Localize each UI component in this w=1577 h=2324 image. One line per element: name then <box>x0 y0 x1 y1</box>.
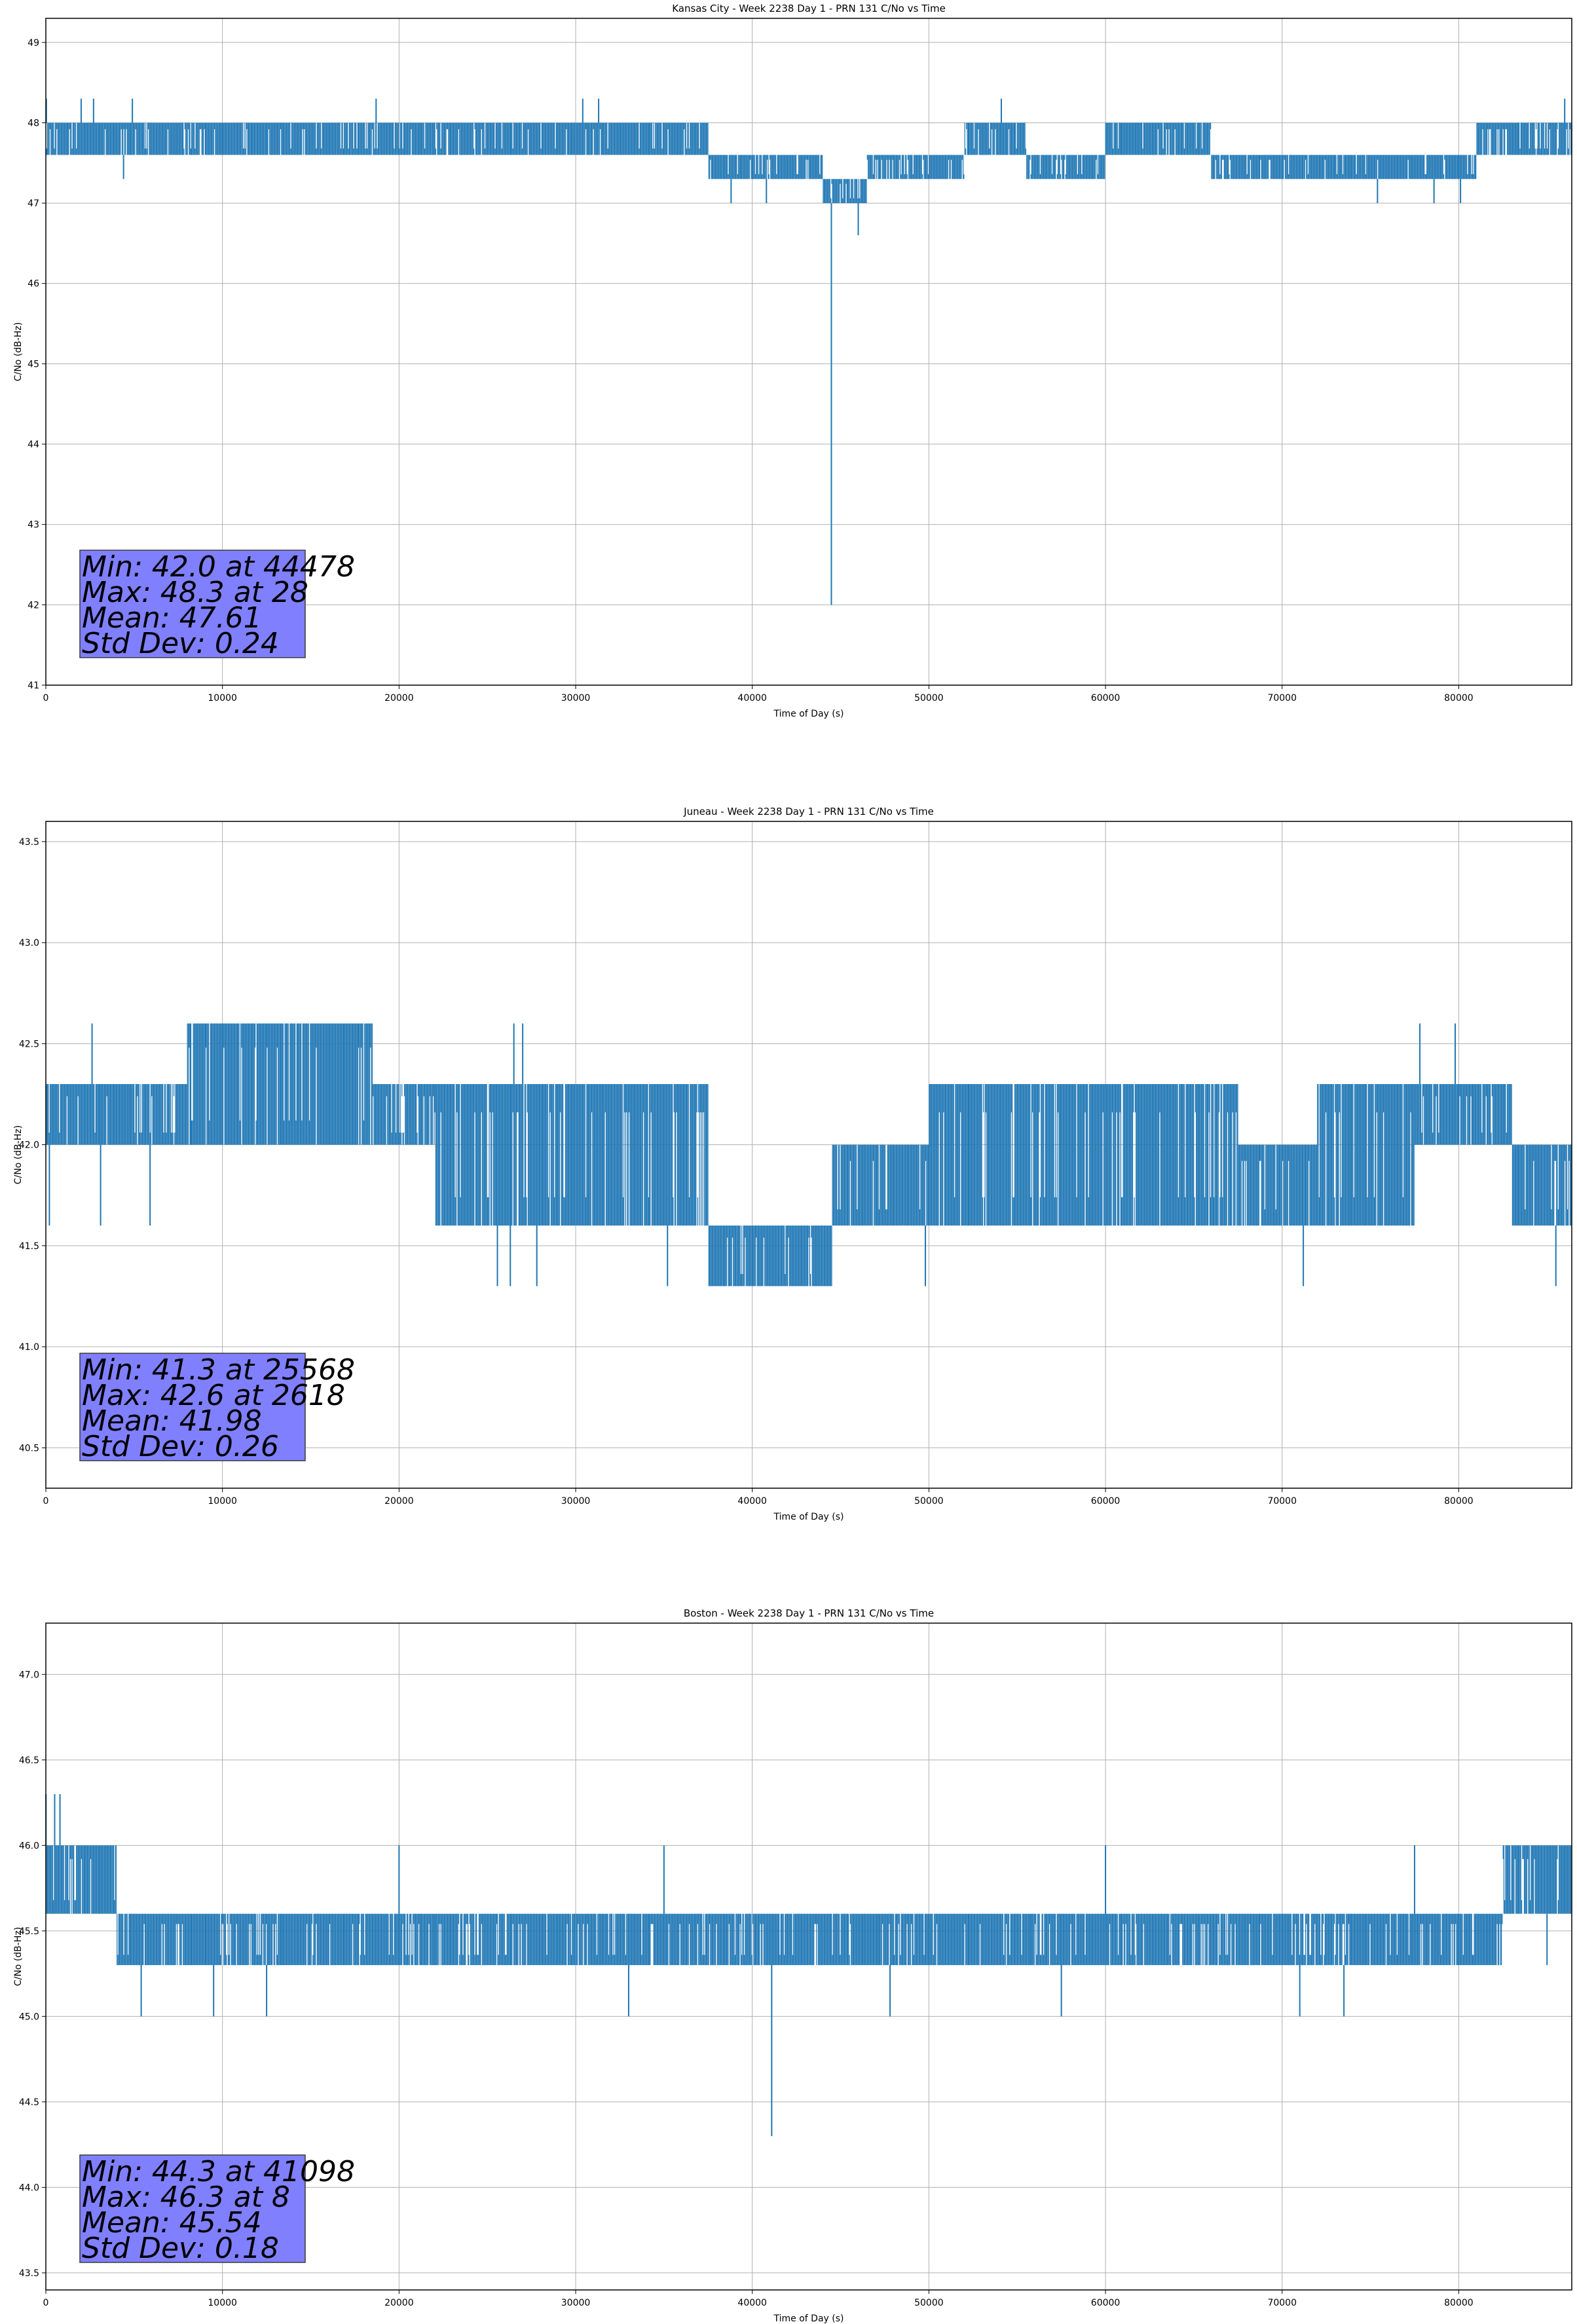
stats-min: Min: 41.3 at 25568 <box>82 1353 355 1387</box>
chart-boston: Boston - Week 2238 Day 1 - PRN 131 C/No … <box>13 1607 1572 2324</box>
series-cno <box>45 1023 1572 1286</box>
chart-title: Kansas City - Week 2238 Day 1 - PRN 131 … <box>672 3 946 14</box>
y-tick-label: 41.5 <box>19 1241 39 1252</box>
y-tick-label: 43.5 <box>19 837 39 848</box>
x-tick-label: 80000 <box>1444 1496 1474 1507</box>
x-tick-label: 40000 <box>737 693 767 703</box>
x-tick-label: 10000 <box>208 1496 237 1507</box>
x-tick-label: 60000 <box>1091 1496 1121 1507</box>
y-axis-label: C/No (dB-Hz) <box>13 1125 24 1184</box>
x-axis-label: Time of Day (s) <box>773 1512 844 1522</box>
axes-frame <box>45 821 1572 1489</box>
series-cno <box>45 1794 1572 2137</box>
stats-max: Max: 48.3 at 28 <box>82 576 308 609</box>
x-tick-label: 20000 <box>384 1496 414 1507</box>
stats-box <box>79 550 306 658</box>
x-tick-label: 0 <box>43 693 49 703</box>
y-tick-label: 41 <box>28 681 39 691</box>
y-tick-label: 48 <box>28 118 39 128</box>
x-tick-label: 30000 <box>561 1496 591 1507</box>
x-tick-label: 50000 <box>914 693 944 703</box>
y-tick-label: 43.0 <box>19 938 39 948</box>
x-tick-label: 10000 <box>208 693 237 703</box>
y-tick-label: 42.0 <box>19 1140 39 1151</box>
x-tick-label: 80000 <box>1444 693 1474 703</box>
stats-max: Max: 42.6 at 2618 <box>82 1379 345 1412</box>
x-tick-label: 70000 <box>1267 1496 1297 1507</box>
y-axis-label: C/No (dB-Hz) <box>13 322 24 381</box>
x-tick-label: 30000 <box>561 693 591 703</box>
chart-title: Juneau - Week 2238 Day 1 - PRN 131 C/No … <box>683 806 934 817</box>
stats-min: Min: 42.0 at 44478 <box>82 550 355 584</box>
chart-title: Boston - Week 2238 Day 1 - PRN 131 C/No … <box>684 1607 934 1619</box>
stats-box <box>79 1353 306 1461</box>
x-tick-label: 40000 <box>737 1496 767 1507</box>
x-tick-label: 70000 <box>1267 693 1297 703</box>
x-tick-label: 60000 <box>1091 693 1121 703</box>
y-tick-label: 44 <box>28 440 39 450</box>
stats-std: Std Dev: 0.26 <box>82 1430 279 1463</box>
stats-std: Std Dev: 0.24 <box>82 627 279 660</box>
y-tick-label: 42.5 <box>19 1039 39 1049</box>
y-tick-label: 40.5 <box>19 1443 39 1453</box>
x-tick-label: 50000 <box>914 1496 944 1507</box>
chart-kansas-city: Kansas City - Week 2238 Day 1 - PRN 131 … <box>13 3 1572 719</box>
y-tick-label: 49 <box>28 38 39 48</box>
axes-frame <box>45 18 1572 686</box>
stats-mean: Mean: 47.61 <box>82 601 262 635</box>
series-cno <box>45 98 1572 605</box>
y-tick-label: 43 <box>28 520 39 531</box>
x-axis-label: Time of Day (s) <box>773 709 844 719</box>
y-tick-label: 45 <box>28 359 39 369</box>
y-tick-label: 41.0 <box>19 1342 39 1353</box>
y-tick-label: 42 <box>28 600 39 610</box>
y-tick-label: 46 <box>28 279 39 290</box>
x-tick-label: 20000 <box>384 693 414 703</box>
chart-juneau: Juneau - Week 2238 Day 1 - PRN 131 C/No … <box>13 806 1572 1522</box>
x-tick-label: 0 <box>43 1496 49 1507</box>
stats-mean: Mean: 41.98 <box>82 1404 262 1438</box>
y-tick-label: 47 <box>28 198 39 209</box>
